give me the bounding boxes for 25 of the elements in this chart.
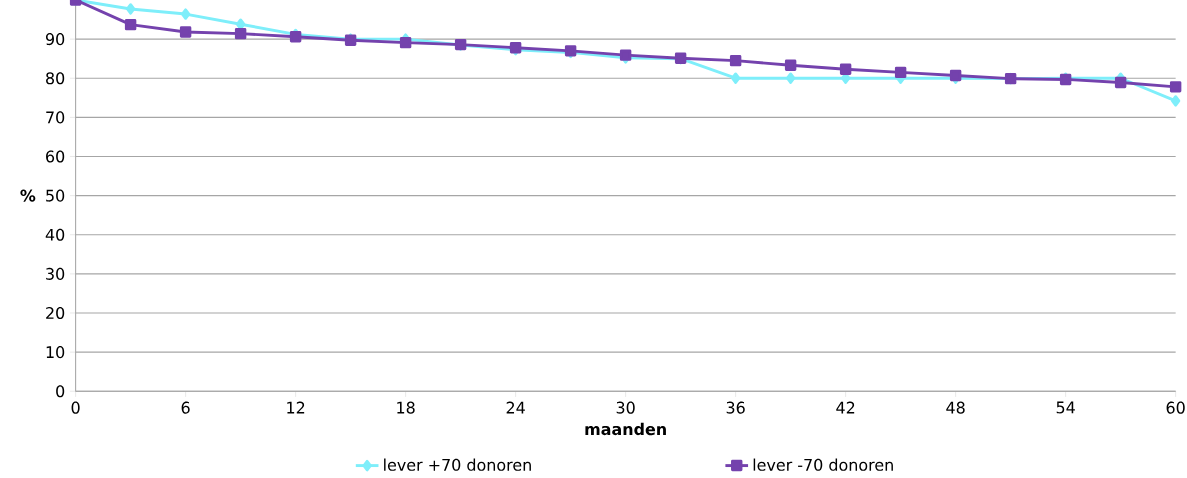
x-tick-label: 54 [1056,401,1075,414]
x-tick-label: 48 [946,401,965,414]
x-axis-title: maanden [585,422,666,436]
y-tick-label: 70 [46,111,65,124]
x-tick-label: 12 [287,401,305,414]
x-tick-label: 0 [71,401,80,414]
x-tick-label: 36 [726,401,745,414]
y-tick-label: 40 [45,228,65,241]
x-tick-label: 6 [181,401,190,414]
y-tick-label: 50 [46,189,65,202]
y-tick-label: 60 [46,150,65,163]
y-tick-label: 80 [46,72,65,85]
x-tick-label: 30 [616,401,635,414]
y-tick-label: 20 [46,306,65,319]
y-tick-label: 90 [45,32,65,46]
legend-label: lever -70 donoren [753,458,893,471]
y-tick-label: 30 [46,267,65,280]
y-tick-label: 10 [46,345,65,359]
y-axis-title: % [20,189,36,202]
x-tick-label: 18 [397,401,415,414]
x-tick-label: 42 [836,401,855,414]
legend-label: lever +70 donoren [384,458,531,471]
x-tick-label: 60 [1166,401,1185,414]
x-tick-label: 24 [506,401,525,414]
y-tick-label: 0 [56,385,65,398]
